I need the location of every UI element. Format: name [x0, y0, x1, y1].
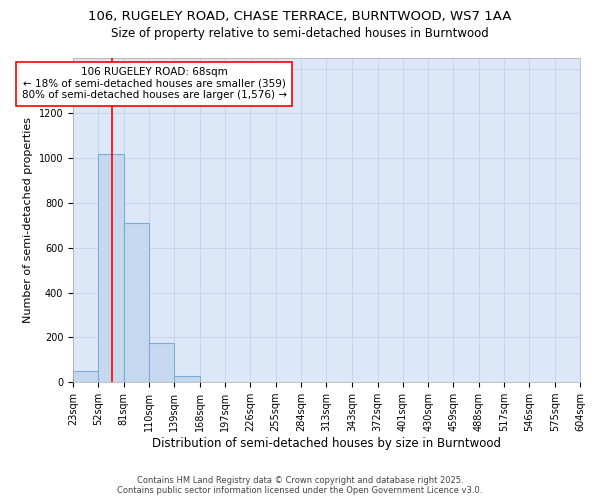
Bar: [175, 376, 200, 382]
Text: 106 RUGELEY ROAD: 68sqm
← 18% of semi-detached houses are smaller (359)
80% of s: 106 RUGELEY ROAD: 68sqm ← 18% of semi-de…: [22, 67, 287, 100]
Bar: [98, 154, 124, 382]
Y-axis label: Number of semi-detached properties: Number of semi-detached properties: [23, 117, 33, 323]
Text: Contains HM Land Registry data © Crown copyright and database right 2025.
Contai: Contains HM Land Registry data © Crown c…: [118, 476, 482, 495]
Bar: [149, 343, 175, 382]
X-axis label: Distribution of semi-detached houses by size in Burntwood: Distribution of semi-detached houses by …: [152, 437, 501, 450]
Text: Size of property relative to semi-detached houses in Burntwood: Size of property relative to semi-detach…: [111, 28, 489, 40]
Bar: [124, 223, 149, 382]
Bar: [73, 371, 98, 382]
Text: 106, RUGELEY ROAD, CHASE TERRACE, BURNTWOOD, WS7 1AA: 106, RUGELEY ROAD, CHASE TERRACE, BURNTW…: [88, 10, 512, 23]
